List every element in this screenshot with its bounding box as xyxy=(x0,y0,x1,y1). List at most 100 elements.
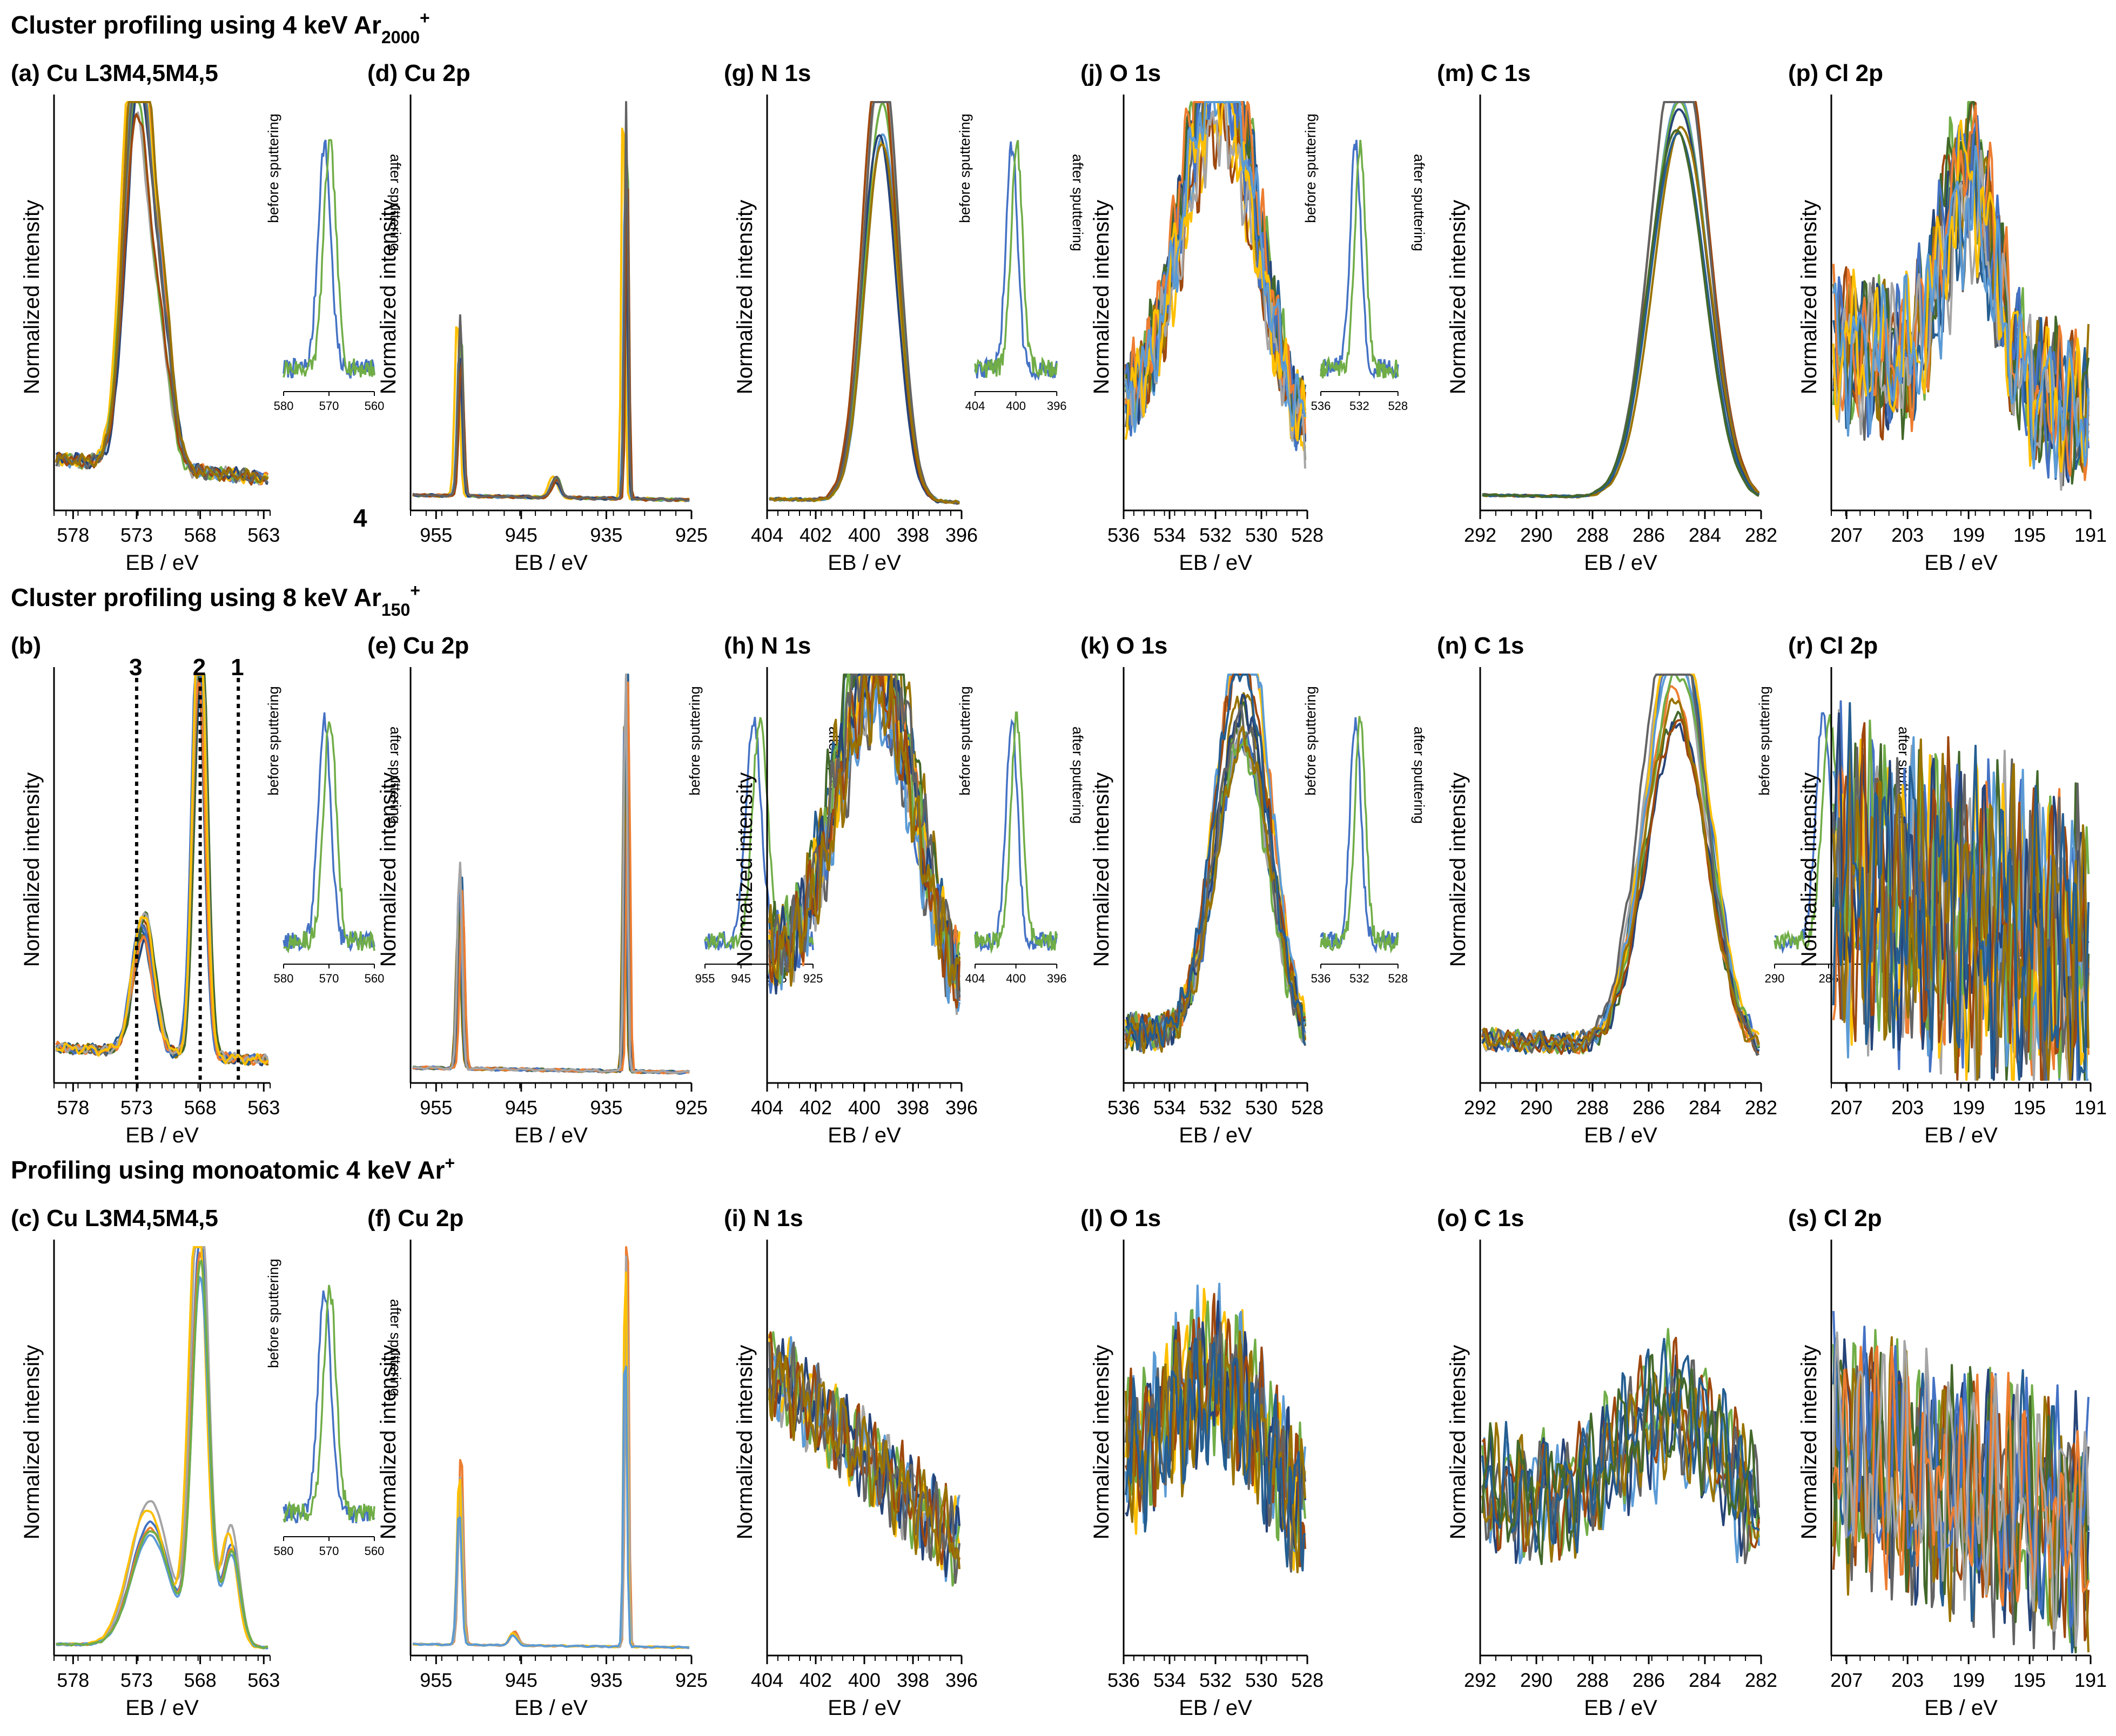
row-titles: Cluster profiling using 4 keV Ar2000+ Cl… xyxy=(11,8,455,1184)
x-tick-label-a: 573 xyxy=(120,524,153,546)
x-tick-label-i: 402 xyxy=(800,1669,832,1691)
inset-h: 404 400 396 before sputtering after sputteri… xyxy=(957,686,1086,985)
inset-c: 580 570 560 before sputtering after sputteri… xyxy=(265,1259,404,1558)
series-line-b-6 xyxy=(55,674,269,1066)
panel-title-b: (b) xyxy=(11,633,41,659)
x-tick-label-p: 191 xyxy=(2074,524,2107,546)
inset-before-label-h: before sputtering xyxy=(957,686,973,796)
x-axis-label-e: EB / eV xyxy=(514,1123,588,1147)
inset-tick-label-e: 955 xyxy=(695,972,715,985)
series-line-a-6 xyxy=(55,101,269,484)
series-line-a-3 xyxy=(55,111,269,486)
series-line-h-11 xyxy=(768,674,960,998)
series-line-f-4 xyxy=(413,1365,690,1649)
y-axis-label-k: Normalized intensity xyxy=(1090,772,1113,967)
x-tick-label-r: 199 xyxy=(1952,1096,1985,1119)
panel-title-f: (f) Cu 2p xyxy=(367,1205,463,1232)
series-line-o-6 xyxy=(1481,1371,1760,1563)
row-title-2: Cluster profiling using 8 keV Ar150+ xyxy=(11,581,420,620)
x-tick-label-r: 207 xyxy=(1830,1096,1863,1119)
x-axis-label-n: EB / eV xyxy=(1584,1123,1657,1147)
x-tick-label-c: 578 xyxy=(57,1669,89,1691)
panel-title-p: (p) Cl 2p xyxy=(1788,60,1883,86)
x-tick-label-f: 935 xyxy=(590,1669,622,1691)
panel-j: (j) O 1s Normalized intensity 536 534 532 530… xyxy=(1080,60,1427,575)
x-tick-label-b: 568 xyxy=(184,1096,217,1119)
x-tick-label-g: 398 xyxy=(897,524,929,546)
series-line-p-12 xyxy=(1832,145,2090,479)
x-tick-label-b: 563 xyxy=(247,1096,280,1119)
panel-c: (c) Cu L3M4,5M4,5 Normalized intensity 578… xyxy=(11,1205,404,1720)
inset-tick-label-h: 400 xyxy=(1006,972,1026,985)
panel-e: (e) Cu 2p Normalized intensity 955 945 935 92… xyxy=(367,633,842,1147)
inset-b: 580 570 560 before sputtering after sputteri… xyxy=(265,686,404,985)
x-axis-label-p: EB / eV xyxy=(1924,551,1998,575)
inset-before-label-k: before sputtering xyxy=(1302,686,1319,796)
inset-tick-label-c: 570 xyxy=(319,1544,339,1558)
series-line-s-10 xyxy=(1832,1331,2090,1647)
y-axis-label-l: Normalized intensity xyxy=(1090,1345,1113,1539)
y-axis-label-j: Normalized intensity xyxy=(1090,200,1113,394)
x-tick-label-o: 286 xyxy=(1633,1669,1665,1691)
inset-after-label-h: after sputtering xyxy=(1070,726,1086,824)
x-tick-label-s: 203 xyxy=(1891,1669,1924,1691)
inset-before-line-h xyxy=(974,718,1058,952)
inset-tick-label-e: 925 xyxy=(803,972,823,985)
series-line-l-8 xyxy=(1125,1337,1306,1572)
inset-before-line-b xyxy=(283,712,375,952)
marker-label-3: 3 xyxy=(129,654,142,681)
inset-before-line-k xyxy=(1320,717,1399,954)
x-axis-label-l: EB / eV xyxy=(1179,1696,1252,1720)
panel-k: (k) O 1s Normalized intensity 536 534 532 530… xyxy=(1080,633,1427,1147)
x-tick-label-s: 191 xyxy=(2074,1669,2107,1691)
panel-h: (h) N 1s Normalized intensity 404 402 400 398… xyxy=(724,633,1086,1147)
panel-b: (b) Normalized intensity 578 573 568 563 EB / … xyxy=(11,633,404,1147)
x-tick-label-e: 945 xyxy=(505,1096,538,1119)
x-tick-label-s: 195 xyxy=(2013,1669,2046,1691)
panel-title-r: (r) Cl 2p xyxy=(1788,633,1878,659)
series-line-p-11 xyxy=(1832,119,2090,473)
x-tick-label-m: 292 xyxy=(1464,524,1496,546)
series-line-k-14 xyxy=(1125,674,1306,1051)
series-line-e-6 xyxy=(412,710,690,1075)
series-line-n-12 xyxy=(1481,697,1760,1054)
panel-m: (m) C 1s Normalized intensity 292 290 288 286… xyxy=(1437,60,1777,575)
x-tick-label-m: 282 xyxy=(1745,524,1777,546)
x-tick-label-k: 532 xyxy=(1199,1096,1232,1119)
inset-before-line-c xyxy=(283,1290,375,1524)
series-line-i-6 xyxy=(768,1331,960,1565)
panel-title-h: (h) N 1s xyxy=(724,633,811,659)
inset-tick-label-h: 404 xyxy=(965,972,985,985)
series-line-e-8 xyxy=(412,674,690,1074)
y-axis-label-m: Normalized intensity xyxy=(1446,200,1470,394)
y-axis-label-s: Normalized intensity xyxy=(1797,1345,1821,1539)
panel-title-n: (n) C 1s xyxy=(1437,633,1524,659)
y-axis-label-r: Normalized intensity xyxy=(1797,772,1821,967)
x-tick-label-d: 955 xyxy=(420,524,452,546)
series-line-r-12 xyxy=(1832,702,2090,1081)
inset-before-label-e: before sputtering xyxy=(687,686,703,796)
panel-title-c: (c) Cu L3M4,5M4,5 xyxy=(11,1205,218,1232)
x-tick-label-n: 288 xyxy=(1576,1096,1609,1119)
inset-tick-label-k: 536 xyxy=(1311,972,1331,985)
inset-before-label-j: before sputtering xyxy=(1302,113,1319,223)
inset-tick-label-c: 580 xyxy=(274,1544,294,1558)
row-title-1: Cluster profiling using 4 keV Ar2000+ xyxy=(11,8,430,47)
x-axis-label-j: EB / eV xyxy=(1179,551,1252,575)
x-tick-label-s: 207 xyxy=(1830,1669,1863,1691)
y-axis-label-d: Normalized intensity xyxy=(377,200,400,394)
inset-tick-label-c: 560 xyxy=(365,1544,385,1558)
series-line-j-12 xyxy=(1125,101,1306,469)
series-line-a-10 xyxy=(55,101,269,483)
x-axis-label-h: EB / eV xyxy=(828,1123,901,1147)
x-axis-label-a: EB / eV xyxy=(125,551,199,575)
x-tick-label-l: 532 xyxy=(1199,1669,1232,1691)
series-line-c-4 xyxy=(56,1246,268,1649)
x-tick-label-b: 578 xyxy=(57,1096,89,1119)
x-tick-label-n: 282 xyxy=(1745,1096,1777,1119)
x-tick-label-d: 935 xyxy=(590,524,622,546)
series-line-b-2 xyxy=(55,674,268,1065)
x-tick-label-g: 404 xyxy=(751,524,783,546)
series-line-d-7 xyxy=(412,188,690,502)
y-axis-label-f: Normalized intensity xyxy=(377,1345,400,1539)
